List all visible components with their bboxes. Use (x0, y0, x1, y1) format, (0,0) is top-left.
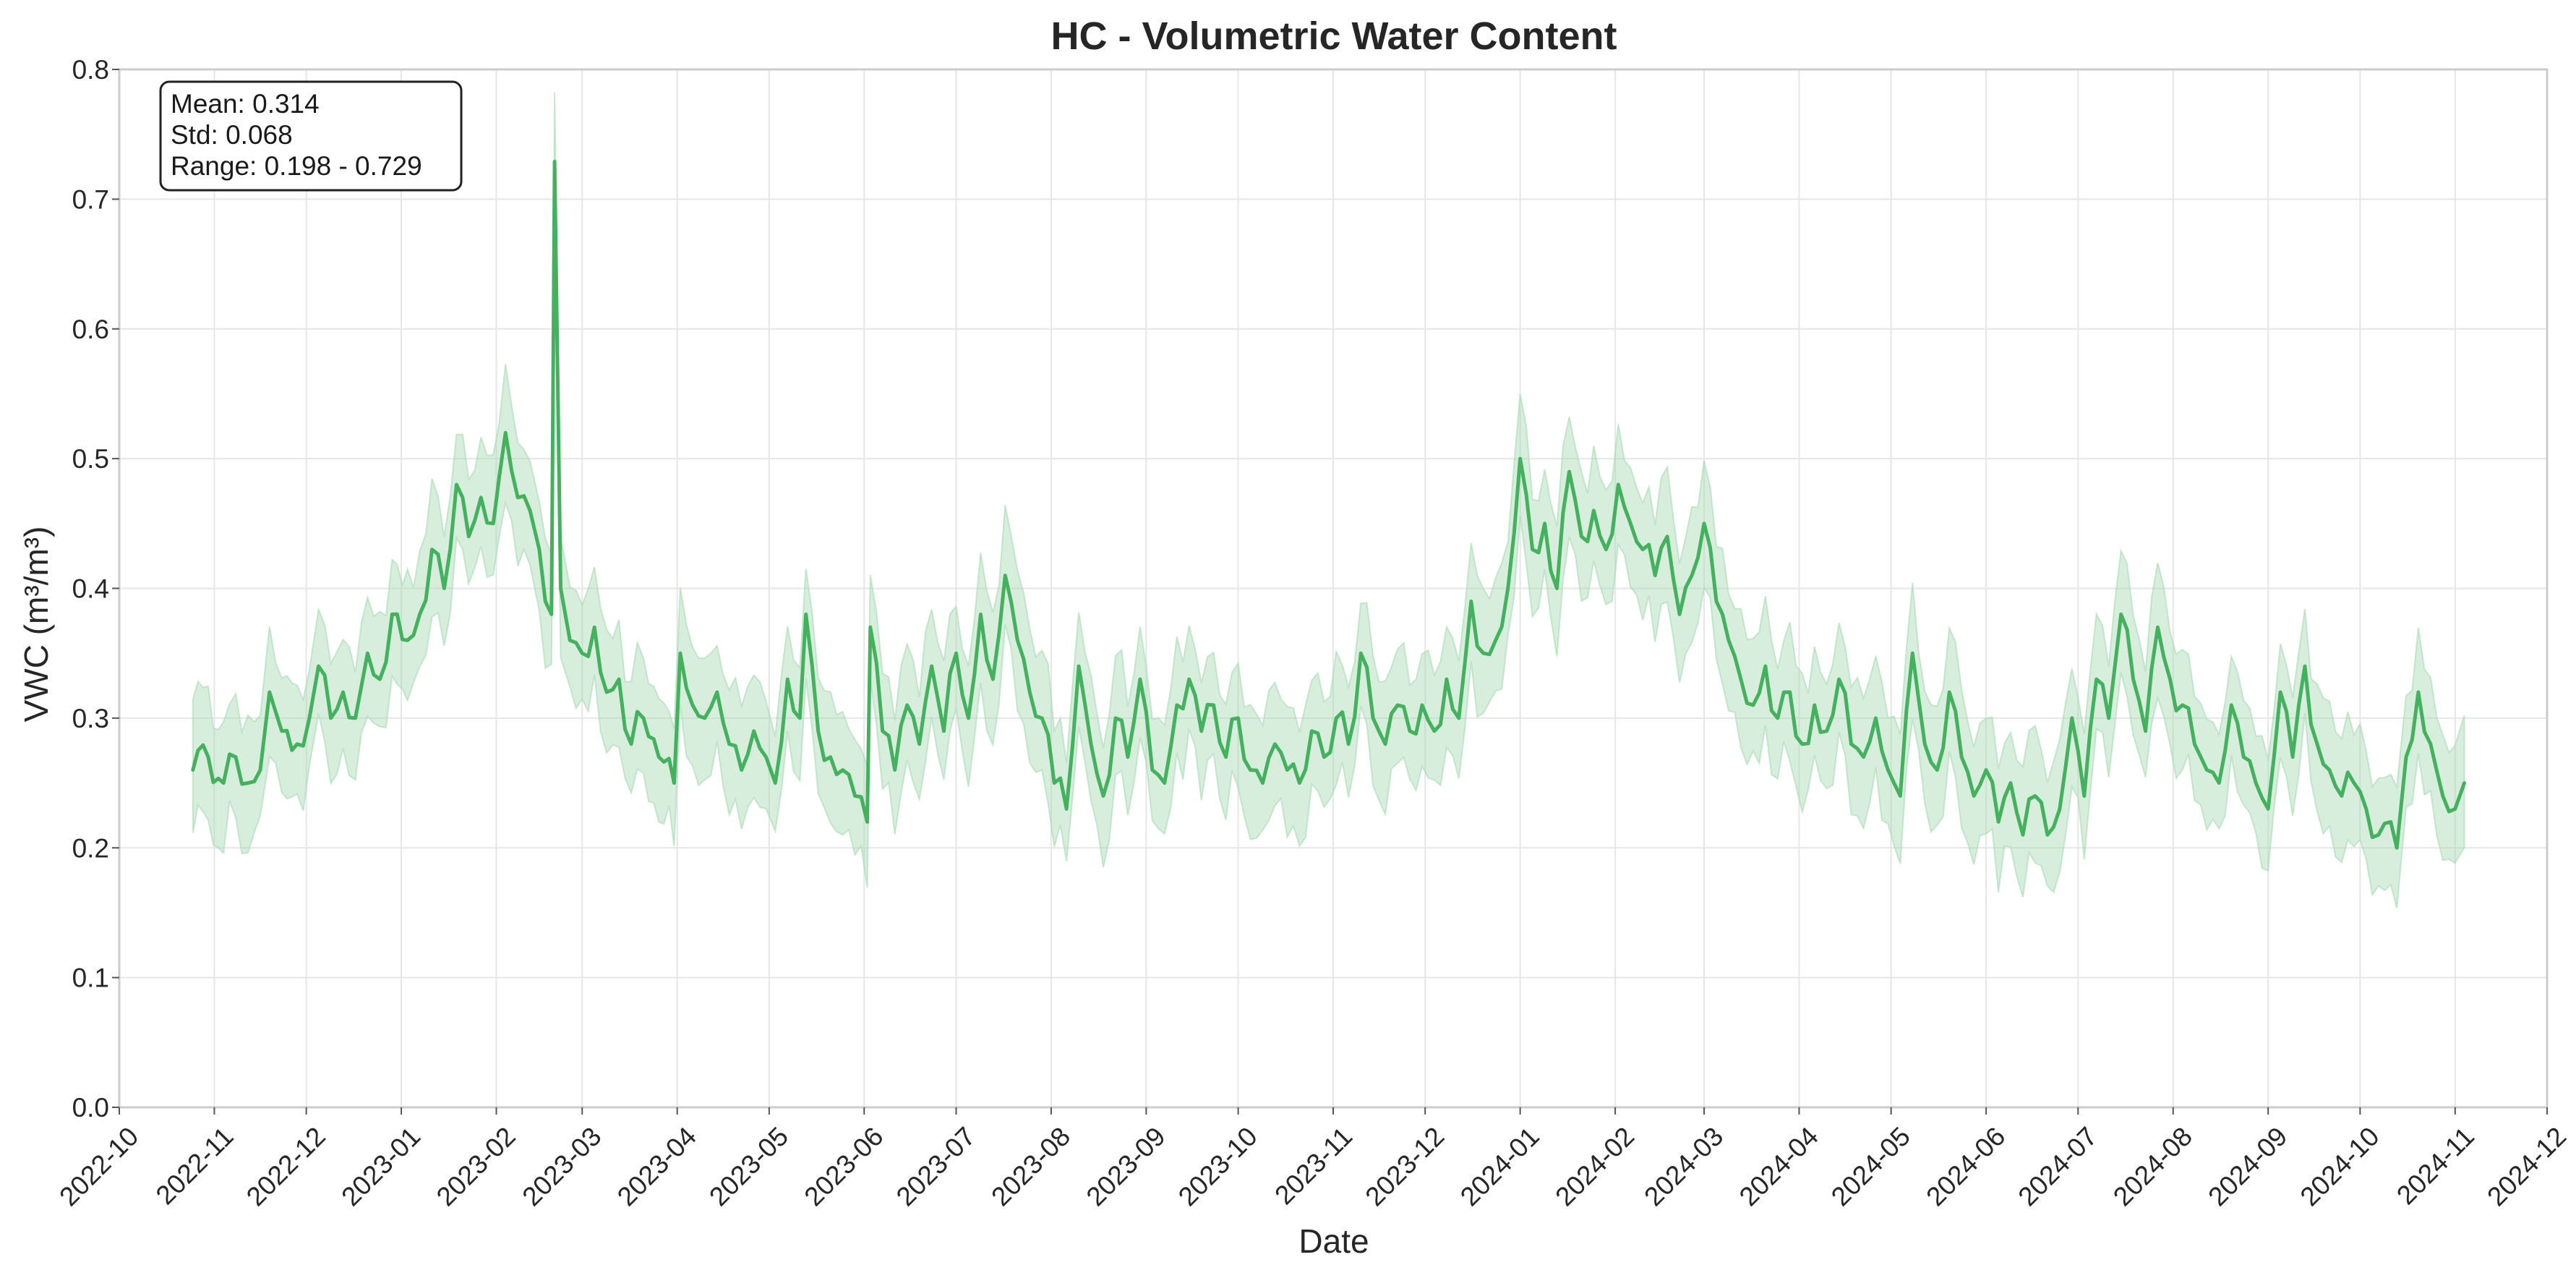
y-tick-label: 0.4 (72, 574, 109, 604)
std-band-layer (192, 92, 2465, 909)
x-axis-label: Date (1298, 1222, 1369, 1260)
y-tick-label: 0.7 (72, 184, 109, 214)
y-axis-label: VWC (m³/m³) (17, 527, 55, 723)
y-tick-label: 0.2 (72, 833, 109, 863)
series-line-layer (191, 159, 2466, 850)
y-tick-label: 0.8 (72, 55, 109, 85)
y-tick-label: 0.6 (72, 315, 109, 344)
stats-std: Std: 0.068 (171, 120, 293, 150)
stats-box: Mean: 0.314 Std: 0.068 Range: 0.198 - 0.… (159, 80, 463, 192)
stats-mean: Mean: 0.314 (171, 89, 320, 119)
y-tick-label: 0.1 (72, 963, 109, 993)
y-tick-label: 0.3 (72, 704, 109, 733)
chart-title: HC - Volumetric Water Content (1050, 14, 1617, 58)
stats-box-frame (159, 80, 463, 192)
gridlines (119, 69, 2548, 1108)
series-line (191, 159, 2466, 850)
y-tick-label: 0.0 (72, 1093, 109, 1122)
std-band (192, 92, 2465, 909)
stats-range: Range: 0.198 - 0.729 (171, 151, 422, 181)
y-tick-label: 0.5 (72, 444, 109, 474)
